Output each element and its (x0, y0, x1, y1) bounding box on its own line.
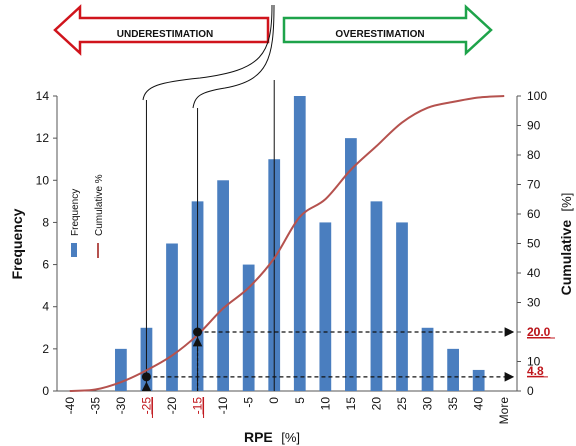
y-right-tick-label: 100 (527, 89, 547, 103)
frequency-bar (370, 201, 383, 391)
y-left-tick-label: 2 (42, 342, 49, 356)
y-left-tick-label: 8 (42, 215, 49, 229)
annotation-dot (141, 372, 151, 382)
x-tick-label: -40 (63, 397, 77, 415)
brace-path-left (142, 4, 273, 101)
y-left-tick-label: 12 (36, 131, 50, 145)
y-right-tick-label: 50 (527, 237, 541, 251)
underestimation-arrow-shape (53, 4, 270, 56)
x-tick-label: -25 (139, 397, 153, 415)
annotation-label: 20.0 (527, 325, 551, 339)
plot-area: 0246810121401020304050607080901004.820.0… (36, 80, 555, 424)
y-left-tick-label: 6 (42, 258, 49, 272)
y-axis-left-title: Frequency (9, 208, 25, 279)
underestimation-arrow: UNDERESTIMATION (53, 4, 270, 56)
y-right-tick-label: 0 (527, 384, 534, 398)
y-axis-right-title-text: Cumulative [%] (558, 193, 575, 296)
x-tick-label: -15 (191, 397, 205, 415)
cumulative-line (69, 95, 505, 392)
y-right-tick-label: 80 (527, 148, 541, 162)
frequency-bar (421, 327, 434, 391)
brace-connectors (142, 4, 275, 109)
x-tick-label: 0 (267, 397, 281, 404)
legend: Frequency Cumulative % (70, 174, 105, 258)
y-left-tick-label: 4 (42, 300, 49, 314)
x-tick-label: -30 (114, 397, 128, 415)
y-right-tick-label: 30 (527, 296, 541, 310)
x-tick-label: 35 (446, 397, 460, 411)
x-tick-label: 15 (344, 397, 358, 411)
frequency-bar (166, 243, 178, 391)
y-axis-right-title-main: Cumulative (558, 220, 574, 296)
x-tick-label: 25 (395, 397, 409, 411)
y-right-tick-label: 40 (527, 266, 541, 280)
underestimation-label: UNDERESTIMATION (117, 29, 213, 40)
x-tick-label: 20 (369, 397, 383, 411)
legend-cumulative-label: Cumulative % (94, 174, 105, 236)
annotation-label: 4.8 (527, 364, 544, 378)
y-left-tick-label: 0 (42, 384, 49, 398)
frequency-bar (293, 96, 306, 391)
x-tick-label: 30 (421, 397, 435, 411)
y-right-tick-label: 20 (527, 325, 541, 339)
x-tick-label: 40 (472, 397, 486, 411)
y-axis-right-title: Cumulative [%] (558, 193, 575, 296)
x-axis-title-unit: [%] (281, 430, 300, 445)
x-tick-label: -35 (88, 397, 102, 415)
frequency-bar (447, 348, 459, 391)
y-right-tick-label: 90 (527, 119, 541, 133)
overestimation-arrow: OVERESTIMATION (282, 4, 493, 56)
frequency-bar (396, 222, 408, 391)
frequency-bar (115, 348, 127, 391)
x-axis-title-text: RPE [%] (244, 429, 300, 446)
x-tick-label: -20 (165, 397, 179, 415)
frequency-bar (319, 222, 332, 391)
legend-frequency-swatch (71, 243, 77, 257)
y-left-tick-label: 14 (36, 89, 50, 103)
x-tick-label: -5 (242, 397, 256, 408)
y-right-tick-label: 70 (527, 178, 541, 192)
y-right-tick-label: 10 (527, 355, 541, 369)
overestimation-arrow-shape (282, 4, 493, 56)
x-axis-title-main: RPE (244, 429, 273, 445)
frequency-bar (472, 369, 485, 391)
overestimation-label: OVERESTIMATION (335, 29, 424, 40)
y-left-tick-label: 10 (36, 173, 50, 187)
x-axis-title: RPE [%] (244, 429, 300, 446)
brace-path-right (192, 4, 275, 109)
x-tick-label: 10 (318, 397, 332, 411)
frequency-bar (217, 180, 229, 391)
legend-frequency-label: Frequency (70, 189, 81, 236)
y-right-tick-label: 60 (527, 207, 541, 221)
x-tick-label: 5 (293, 397, 307, 404)
frequency-bar (345, 138, 357, 391)
frequency-bar (242, 264, 255, 391)
y-axis-right-title-unit: [%] (559, 193, 574, 212)
x-tick-label: -10 (216, 397, 230, 415)
annotation-dot (193, 327, 203, 337)
x-tick-label: More (497, 397, 511, 425)
